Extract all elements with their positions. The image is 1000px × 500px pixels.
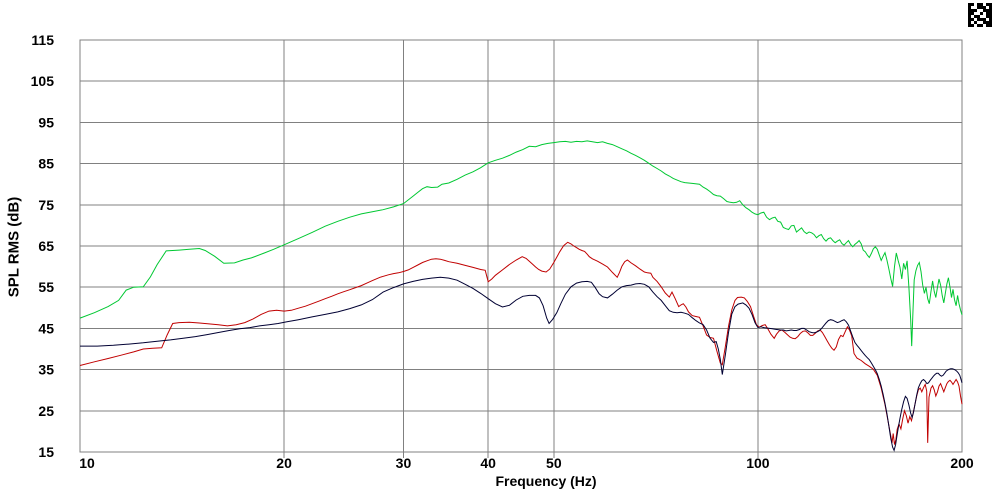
y-tick-label: 105	[31, 73, 55, 89]
noise-icon	[968, 3, 992, 27]
noise-icon-pixel	[980, 21, 983, 24]
x-axis-title: Frequency (Hz)	[495, 473, 597, 489]
y-tick-label: 85	[38, 156, 54, 172]
x-tick-label: 10	[79, 455, 95, 471]
red-trace	[79, 241, 963, 445]
x-tick-label: 20	[276, 455, 292, 471]
noise-icon-pixel	[971, 15, 974, 18]
x-tick-label: 200	[950, 455, 974, 471]
gridlines	[80, 40, 962, 458]
noise-icon-pixel	[974, 6, 977, 9]
noise-icon-pixel	[977, 21, 980, 24]
y-tick-label: 35	[38, 362, 54, 378]
noise-icon-pixel	[971, 6, 974, 9]
x-tick-label: 50	[546, 455, 562, 471]
y-tick-label: 45	[38, 320, 54, 336]
x-tick-label: 40	[480, 455, 496, 471]
noise-icon-pixel	[977, 9, 980, 12]
y-tick-label: 55	[38, 279, 54, 295]
noise-icon-pixel	[977, 12, 980, 15]
y-tick-label: 95	[38, 114, 54, 130]
noise-icon-pixel	[971, 21, 974, 24]
noise-icon-pixel	[986, 6, 989, 9]
noise-icon-pixel	[974, 3, 977, 6]
noise-icon-pixel	[980, 15, 983, 18]
x-tick-label: 30	[396, 455, 412, 471]
noise-icon-pixel	[983, 24, 986, 27]
noise-icon-pixel	[980, 9, 983, 12]
green-trace	[79, 140, 963, 347]
noise-icon-pixel	[974, 12, 977, 15]
plot-frame	[79, 39, 963, 453]
y-tick-label: 115	[31, 32, 54, 48]
noise-icon-pixel	[986, 18, 989, 21]
noise-icon-pixel	[974, 24, 977, 27]
y-tick-label: 75	[38, 197, 54, 213]
tick-labels: 15 25 35 45 55 65 75 85 95 105 115 10 20 30 40 50 100 200	[31, 32, 974, 471]
dark-trace	[80, 276, 963, 452]
x-tick-label: 100	[746, 455, 770, 471]
noise-icon-pixel	[974, 18, 977, 21]
noise-icon-pixel	[983, 15, 986, 18]
noise-icon-pixel	[983, 12, 986, 15]
noise-icon-pixel	[983, 3, 986, 6]
y-tick-label: 25	[38, 403, 54, 419]
y-tick-label: 65	[38, 238, 54, 254]
y-tick-label: 15	[38, 444, 54, 460]
y-axis-title: SPL RMS (dB)	[5, 196, 23, 298]
